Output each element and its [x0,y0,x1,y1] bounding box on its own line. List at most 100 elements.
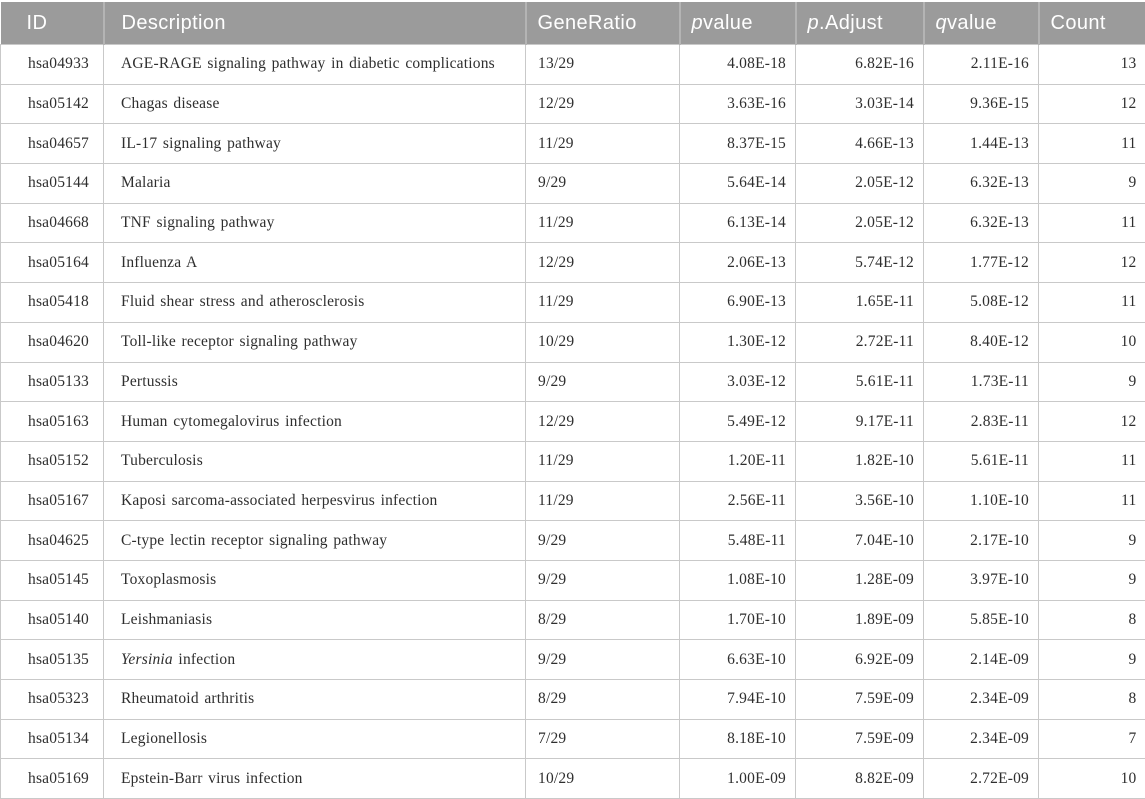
cell-generatio: 10/29 [526,322,680,362]
cell-count: 9 [1039,640,1145,680]
column-header-generatio: GeneRatio [526,2,680,45]
column-header-description: Description [104,2,526,45]
cell-pathway-id: hsa04625 [1,521,104,561]
cell-qvalue: 1.44E-13 [924,124,1039,164]
cell-pathway-id: hsa05167 [1,481,104,521]
cell-padjust: 9.17E-11 [796,402,924,442]
cell-description: Fluid shear stress and atherosclerosis [104,283,526,323]
cell-qvalue: 2.83E-11 [924,402,1039,442]
cell-description: Chagas disease [104,84,526,124]
description-text-part: Kaposi sarcoma-associated herpesvirus in… [121,492,437,509]
cell-count: 12 [1039,402,1145,442]
cell-description: Leishmaniasis [104,600,526,640]
table-row: hsa04933 AGE-RAGE signaling pathway in di… [1,45,1145,85]
cell-qvalue: 1.73E-11 [924,362,1039,402]
cell-count: 9 [1039,560,1145,600]
cell-qvalue: 1.77E-12 [924,243,1039,283]
cell-pvalue: 4.08E-18 [680,45,796,85]
cell-pvalue: 1.70E-10 [680,600,796,640]
cell-pathway-id: hsa05135 [1,640,104,680]
column-header-count: Count [1039,2,1145,45]
description-text-part: infection [173,651,235,668]
cell-qvalue: 1.10E-10 [924,481,1039,521]
cell-pathway-id: hsa04620 [1,322,104,362]
cell-pathway-id: hsa05140 [1,600,104,640]
cell-description: Rheumatoid arthritis [104,680,526,720]
cell-pathway-id: hsa05169 [1,759,104,799]
cell-padjust: 2.05E-12 [796,164,924,204]
description-text-part: AGE-RAGE signaling pathway in diabetic c… [121,55,495,72]
cell-pvalue: 8.18E-10 [680,719,796,759]
table-row: hsa05167 Kaposi sarcoma-associated herpes… [1,481,1145,521]
cell-pathway-id: hsa05142 [1,84,104,124]
description-text-part: Chagas disease [121,95,220,112]
column-header-qvalue: qvalue [924,2,1039,45]
cell-padjust: 1.28E-09 [796,560,924,600]
description-text-part: Malaria [121,174,171,191]
cell-pvalue: 1.20E-11 [680,441,796,481]
header-row: ID Description GeneRatio pvalue p.Adjust… [1,2,1145,45]
cell-generatio: 11/29 [526,124,680,164]
cell-qvalue: 2.72E-09 [924,759,1039,799]
description-text-part: Human cytomegalovirus infection [121,413,342,430]
description-text-part: C-type lectin receptor signaling pathway [121,532,387,549]
header-text-part: Description [122,12,226,34]
cell-qvalue: 2.17E-10 [924,521,1039,561]
cell-generatio: 11/29 [526,203,680,243]
cell-pvalue: 5.64E-14 [680,164,796,204]
cell-pvalue: 2.56E-11 [680,481,796,521]
description-text-part: Fluid shear stress and atherosclerosis [121,293,364,310]
cell-generatio: 8/29 [526,600,680,640]
cell-generatio: 12/29 [526,243,680,283]
cell-description: IL-17 signaling pathway [104,124,526,164]
header-text-part: .Adjust [819,12,883,34]
cell-description: Human cytomegalovirus infection [104,402,526,442]
cell-pathway-id: hsa04657 [1,124,104,164]
cell-description: AGE-RAGE signaling pathway in diabetic c… [104,45,526,85]
cell-description: Influenza A [104,243,526,283]
description-text-part: Toxoplasmosis [121,571,216,588]
cell-generatio: 9/29 [526,521,680,561]
cell-generatio: 8/29 [526,680,680,720]
cell-generatio: 10/29 [526,759,680,799]
cell-padjust: 1.65E-11 [796,283,924,323]
cell-count: 9 [1039,521,1145,561]
cell-count: 11 [1039,203,1145,243]
cell-qvalue: 3.97E-10 [924,560,1039,600]
cell-description: Kaposi sarcoma-associated herpesvirus in… [104,481,526,521]
cell-generatio: 11/29 [526,481,680,521]
cell-generatio: 11/29 [526,283,680,323]
cell-pvalue: 1.08E-10 [680,560,796,600]
cell-generatio: 12/29 [526,402,680,442]
header-italic-part: p [692,12,704,34]
cell-pvalue: 6.90E-13 [680,283,796,323]
header-italic-part: q [936,12,948,34]
cell-generatio: 12/29 [526,84,680,124]
cell-pvalue: 5.49E-12 [680,402,796,442]
cell-padjust: 6.92E-09 [796,640,924,680]
description-text-part: Pertussis [121,373,178,390]
cell-generatio: 9/29 [526,362,680,402]
cell-pathway-id: hsa04933 [1,45,104,85]
description-text-part: Tuberculosis [121,452,203,469]
cell-padjust: 7.59E-09 [796,719,924,759]
cell-pvalue: 8.37E-15 [680,124,796,164]
cell-padjust: 2.72E-11 [796,322,924,362]
cell-padjust: 6.82E-16 [796,45,924,85]
cell-qvalue: 6.32E-13 [924,164,1039,204]
cell-padjust: 4.66E-13 [796,124,924,164]
cell-qvalue: 5.61E-11 [924,441,1039,481]
description-text-part: Legionellosis [121,730,207,747]
cell-count: 12 [1039,84,1145,124]
cell-count: 10 [1039,759,1145,799]
